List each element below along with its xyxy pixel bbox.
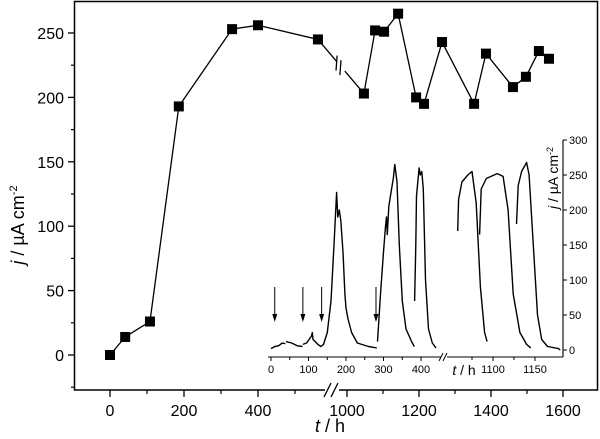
inset-x-axis-title: t / h [452,362,475,378]
down-arrow-icon [300,287,306,322]
x-tick-label: 1200 [401,403,437,420]
data-point-marker [419,98,430,109]
y-tick-label: 100 [37,219,64,236]
inset-x-tick-label: 300 [374,364,392,376]
y-tick-label: 250 [37,26,64,43]
data-point-marker [105,350,115,360]
x-tick-label: 1600 [545,403,581,420]
inset-x-tick-label: 1100 [481,364,505,376]
x-tick-label: 1000 [329,403,365,420]
data-point-marker [253,20,263,31]
inset-x-tick-label: 200 [337,364,355,376]
inset-trace [270,342,286,350]
inset-x-tick-label: 1150 [523,364,547,376]
data-point-marker [480,48,491,59]
data-point-marker [379,26,390,37]
main-data-series [105,8,554,360]
data-point-marker [469,98,480,109]
y-axis-title: j / µA cm-2 [8,185,28,267]
x-axis-title: t / h [315,416,345,436]
data-point-marker [312,34,323,45]
x-tick-label: 400 [245,403,272,420]
inset-trace [457,170,488,342]
inset-trace [302,191,377,349]
inset-trace [376,163,415,347]
data-point-marker [411,92,422,103]
y-tick-label: 150 [37,155,64,172]
inset-y-tick-label: 0 [569,345,575,357]
inset-y-tick-label: 150 [569,240,587,252]
data-point-marker [144,316,155,327]
x-tick-label: 0 [106,403,115,420]
data-point-marker [543,53,554,64]
inset-x-tick-label: 0 [268,364,274,376]
data-point-marker [358,88,369,99]
inset-trace [413,167,437,349]
inset-x-tick-label: 100 [299,364,317,376]
inset-y-tick-label: 100 [569,275,587,287]
data-point-marker [227,24,238,35]
main-x-axis-break-icon [323,382,339,398]
inset-trace [478,172,532,349]
data-point-marker [533,46,544,57]
data-point-marker [173,101,184,112]
inset-y-tick-label: 250 [569,170,587,182]
x-tick-label: 200 [171,403,198,420]
inset-y-tick-label: 50 [569,310,581,322]
y-tick-label: 50 [46,284,64,301]
data-point-marker [507,82,518,93]
data-point-marker [520,71,531,82]
down-arrow-icon [373,287,379,322]
inset-trace [285,340,303,348]
y-tick-label: 0 [55,348,64,365]
down-arrow-icon [272,287,278,322]
data-point-marker [437,37,448,48]
x-tick-label: 1400 [473,403,509,420]
inset-y-tick-label: 200 [569,205,587,217]
inset-x-tick-label: 400 [412,364,430,376]
inset-trace [515,161,561,351]
data-point-marker [370,25,381,36]
data-point-marker [120,331,131,342]
y-tick-label: 200 [37,90,64,107]
inset-y-tick-label: 300 [569,135,587,147]
data-point-marker [393,8,404,19]
inset-y-axis-title: j / µA cm-2 [545,147,561,211]
inset-plot: 0 100 200 300 400 1100 1150 0 50 100 150 200 250 300 [268,135,587,376]
down-arrow-icon [319,287,325,322]
